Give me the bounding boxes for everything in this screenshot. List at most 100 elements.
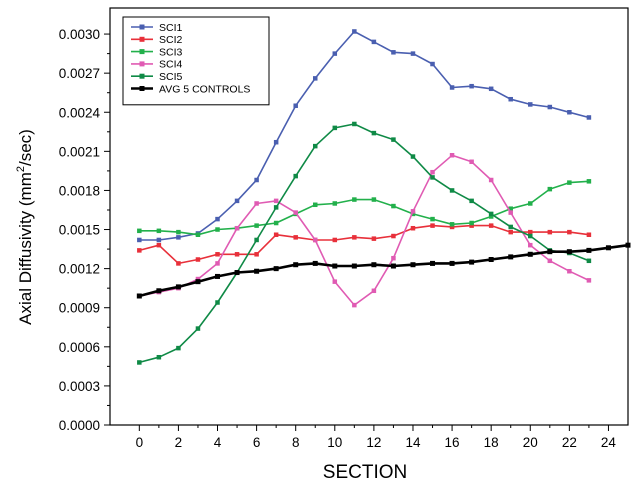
data-point <box>273 266 279 272</box>
data-point <box>215 227 220 232</box>
data-point <box>371 236 377 241</box>
data-point <box>137 360 142 365</box>
data-point <box>508 206 513 211</box>
legend-label: SCI2 <box>159 34 183 46</box>
data-point <box>352 197 357 202</box>
data-point <box>254 201 259 206</box>
data-point <box>449 188 455 193</box>
y-tick-label: 0.0018 <box>59 183 100 198</box>
data-point <box>136 293 142 299</box>
data-point <box>234 198 240 204</box>
series-line <box>139 224 590 265</box>
data-point <box>391 233 396 239</box>
data-point <box>254 177 259 183</box>
data-point <box>469 223 474 228</box>
x-tick-label: 16 <box>445 435 460 450</box>
data-point <box>508 229 513 235</box>
data-point <box>293 210 298 215</box>
data-point <box>449 260 455 266</box>
series-line <box>139 180 589 236</box>
legend-label: SCI5 <box>159 71 183 83</box>
data-point <box>352 29 357 34</box>
y-tick-label: 0.0024 <box>59 105 101 120</box>
data-point <box>254 268 260 274</box>
data-point <box>547 249 553 255</box>
data-point <box>586 258 592 264</box>
data-point <box>567 110 572 115</box>
x-tick-label: 22 <box>562 435 577 450</box>
data-point <box>527 251 533 257</box>
data-point <box>410 262 416 268</box>
data-point <box>312 260 318 266</box>
x-tick-label: 4 <box>214 435 222 450</box>
legend-label: SCI1 <box>159 22 183 34</box>
x-tick-label: 24 <box>601 435 617 450</box>
data-point <box>156 288 162 294</box>
data-point <box>586 179 592 184</box>
data-point <box>234 252 240 257</box>
data-point <box>215 216 220 222</box>
legend-swatch-marker <box>139 61 145 67</box>
y-tick-label: 0.0009 <box>59 301 100 316</box>
x-tick-label: 0 <box>136 435 144 450</box>
data-point <box>391 137 396 142</box>
plot-frame <box>109 7 629 426</box>
data-point <box>137 228 142 234</box>
data-point <box>137 237 142 243</box>
data-point <box>332 51 338 56</box>
y-axis-title-tail: /sec) <box>16 129 35 166</box>
data-point <box>488 211 494 217</box>
data-point <box>273 220 279 226</box>
x-tick-label: 14 <box>405 435 421 450</box>
y-axis: 0.0000 0.0003 0.0006 0.0009 0.0012 0.0015 0.00… <box>59 27 110 433</box>
data-point <box>371 130 377 136</box>
data-point <box>547 104 553 110</box>
data-point <box>293 262 299 268</box>
data-point <box>430 216 435 222</box>
data-point <box>371 262 377 268</box>
plot-border <box>109 7 629 426</box>
data-point <box>273 205 279 210</box>
data-point <box>430 223 435 228</box>
data-point <box>547 229 553 235</box>
legend-item: SCI1 <box>131 22 183 34</box>
x-tick-label: 6 <box>253 435 261 450</box>
data-point <box>625 242 631 248</box>
series-line <box>139 154 590 306</box>
data-point <box>547 258 553 264</box>
data-point <box>176 345 181 351</box>
legend-item: SCI3 <box>131 46 183 58</box>
data-point <box>430 61 435 67</box>
y-axis-title-main: Axial Diffusivity (mm <box>16 172 35 325</box>
legend-swatch-marker <box>139 24 145 30</box>
data-point <box>547 186 553 192</box>
data-point <box>469 83 474 89</box>
data-point <box>352 235 357 240</box>
data-point <box>273 232 279 237</box>
x-axis: 0 2 4 6 8 10 12 14 16 18 20 22 24 <box>136 425 617 450</box>
data-point <box>176 235 181 240</box>
data-point <box>254 223 259 228</box>
data-point <box>410 225 416 231</box>
legend-label: SCI3 <box>159 46 183 58</box>
data-point <box>586 115 592 120</box>
data-point <box>352 121 357 127</box>
data-point <box>195 257 201 262</box>
data-point <box>352 302 357 308</box>
y-tick-label: 0.0012 <box>59 262 100 277</box>
x-axis-title: SECTION <box>323 462 407 483</box>
data-point <box>195 276 201 282</box>
data-point <box>254 252 259 257</box>
data-point <box>528 229 533 235</box>
data-point <box>176 229 181 235</box>
data-point <box>390 263 396 269</box>
series-line <box>139 123 590 364</box>
series-sci5 <box>137 121 592 365</box>
data-point <box>605 245 611 251</box>
data-point <box>488 177 494 183</box>
data-point <box>234 225 240 231</box>
data-point <box>449 222 455 227</box>
data-point <box>430 169 435 175</box>
